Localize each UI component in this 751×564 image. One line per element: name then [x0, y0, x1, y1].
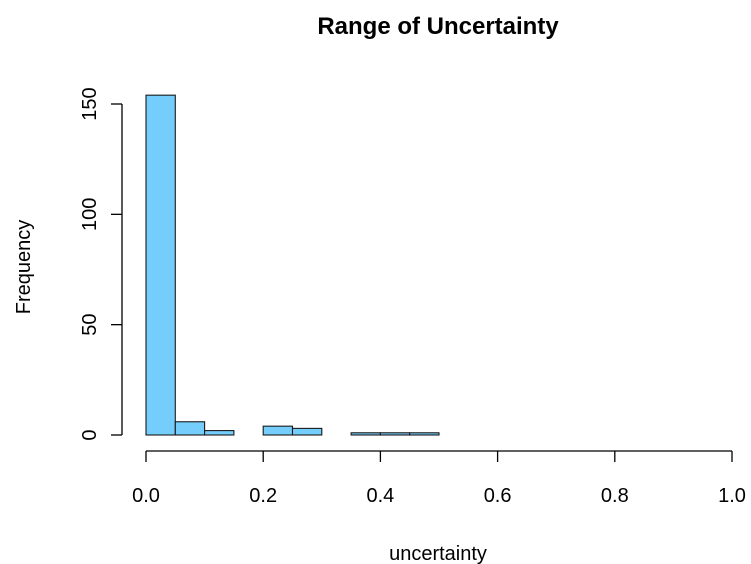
x-tick-label-4: 0.8: [601, 485, 629, 507]
x-tick-label-5: 1.0: [718, 485, 746, 507]
y-axis-title: Frequency: [13, 220, 35, 315]
y-tick-label-3: 150: [79, 87, 101, 120]
y-tick-label-0: 0: [79, 429, 101, 440]
histogram-bar-0: [145, 94, 176, 436]
histogram-bar-4: [262, 425, 294, 436]
chart-title: Range of Uncertainty: [317, 13, 559, 40]
histogram-bar-7: [350, 432, 381, 436]
histogram-bar-5: [291, 427, 323, 436]
x-tick-label-3: 0.6: [484, 485, 512, 507]
x-axis-title: uncertainty: [389, 543, 487, 564]
x-tick-label-0: 0.0: [132, 485, 160, 507]
histogram-bar-9: [409, 432, 440, 436]
x-axis: 0.0 0.2 0.4 0.6 0.8 1.0: [132, 450, 746, 507]
histogram-bar-2: [204, 430, 235, 436]
bars-group: [145, 94, 440, 436]
x-tick-label-1: 0.2: [249, 485, 277, 507]
histogram-bar-8: [379, 432, 411, 436]
y-axis: 0 50 100 150: [79, 87, 123, 441]
histogram-bar-1: [174, 421, 206, 436]
x-tick-label-2: 0.4: [366, 485, 394, 507]
y-tick-label-2: 100: [79, 198, 101, 231]
y-tick-label-1: 50: [79, 314, 101, 336]
